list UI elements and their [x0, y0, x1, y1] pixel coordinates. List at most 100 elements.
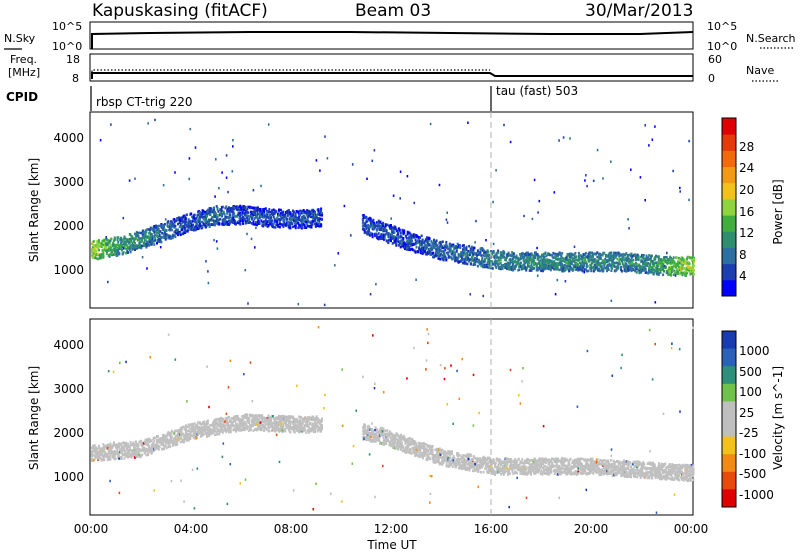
velocity-mark: [285, 419, 287, 423]
power-mark: [417, 250, 420, 254]
power-mark: [390, 217, 392, 220]
power-mark: [550, 259, 553, 263]
power-mark: [157, 228, 160, 231]
velocity-mark: [241, 415, 244, 418]
power-mark: [371, 220, 374, 223]
velocity-mark: [137, 443, 140, 446]
power-mark: [591, 258, 593, 262]
power-mark: [548, 262, 550, 265]
power-ytick-2000: 2000: [53, 219, 84, 233]
power-mark: [482, 294, 484, 298]
power-mark: [555, 257, 557, 261]
power-mark: [215, 213, 218, 217]
power-mark: [398, 242, 401, 245]
power-mark: [460, 253, 463, 256]
power-mark: [261, 210, 264, 214]
power-mark: [569, 264, 572, 267]
power-mark: [663, 260, 665, 264]
velocity-mark: [183, 440, 186, 444]
power-mark: [213, 238, 215, 242]
power-mark: [503, 252, 506, 255]
power-mark: [208, 208, 211, 211]
power-mark: [446, 221, 449, 224]
power-mark: [419, 236, 421, 239]
power-mark: [536, 268, 539, 271]
power-mark: [404, 247, 406, 251]
power-mark: [589, 251, 592, 255]
noise-tick-left-bottom: 10^0: [52, 40, 82, 53]
power-mark: [154, 118, 156, 122]
power-mark: [299, 219, 302, 223]
velocity-mark: [169, 441, 172, 445]
power-mark: [231, 170, 234, 173]
velocity-mark: [282, 425, 285, 429]
power-mark: [419, 248, 422, 251]
velocity-mark: [190, 430, 193, 434]
power-mark: [597, 269, 600, 272]
power-mark: [530, 263, 533, 267]
power-mark: [294, 226, 297, 230]
power-mark: [326, 157, 329, 160]
power-mark: [561, 256, 564, 260]
power-mark: [637, 256, 640, 259]
power-mark: [520, 254, 523, 257]
velocity-mark: [222, 429, 225, 432]
velocity-mark: [193, 422, 196, 425]
power-mark: [603, 264, 606, 268]
power-mark: [650, 270, 653, 274]
power-mark: [403, 231, 406, 235]
power-mark: [606, 259, 608, 262]
power-mark: [536, 253, 539, 256]
velocity-mark: [94, 455, 97, 458]
power-mark: [309, 214, 312, 217]
power-mark: [590, 269, 593, 273]
power-mark: [163, 234, 165, 238]
power-mark: [645, 256, 648, 259]
power-mark: [239, 204, 242, 208]
power-mark: [268, 211, 271, 214]
power-mark: [120, 236, 122, 240]
power-mark: [663, 264, 665, 268]
power-mark: [271, 222, 273, 225]
power-mark: [432, 244, 435, 247]
power-mark: [648, 144, 650, 147]
velocity-mark: [207, 425, 210, 429]
power-mark: [476, 264, 479, 268]
power-mark: [400, 235, 403, 239]
power-mark: [564, 280, 567, 283]
velocity-mark: [91, 444, 94, 448]
power-mark: [295, 210, 298, 213]
velocity-mark: [285, 415, 288, 419]
power-mark: [228, 215, 231, 219]
velocity-mark: [290, 420, 293, 423]
power-mark: [166, 234, 169, 237]
power-mark: [384, 224, 387, 228]
power-mark: [243, 218, 246, 221]
power-mark: [194, 228, 197, 232]
power-mark: [269, 223, 272, 226]
power-mark: [114, 243, 117, 247]
velocity-mark: [129, 452, 132, 456]
power-mark: [131, 235, 134, 239]
power-mark: [640, 265, 643, 269]
velocity-mark: [193, 434, 196, 437]
power-mark: [401, 240, 404, 243]
power-mark: [378, 237, 381, 240]
velocity-mark: [97, 457, 100, 460]
velocity-mark: [246, 427, 249, 431]
power-mark: [692, 258, 695, 261]
velocity-mark: [111, 446, 114, 450]
power-colorbar-segment: [722, 198, 736, 216]
power-mark: [137, 236, 140, 239]
power-mark: [371, 233, 374, 236]
power-mark: [413, 233, 416, 237]
power-mark: [495, 253, 498, 257]
velocity-mark: [224, 424, 227, 428]
power-mark: [395, 227, 398, 231]
velocity-mark: [148, 438, 151, 442]
velocity-mark: [204, 430, 207, 434]
power-mark: [471, 258, 474, 261]
power-mark: [519, 261, 522, 265]
power-mark: [481, 257, 484, 260]
power-mark: [562, 259, 565, 263]
